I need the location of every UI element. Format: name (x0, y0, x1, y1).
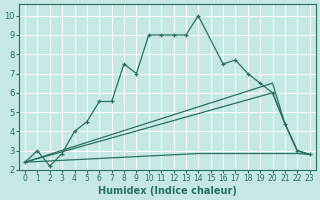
X-axis label: Humidex (Indice chaleur): Humidex (Indice chaleur) (98, 186, 237, 196)
